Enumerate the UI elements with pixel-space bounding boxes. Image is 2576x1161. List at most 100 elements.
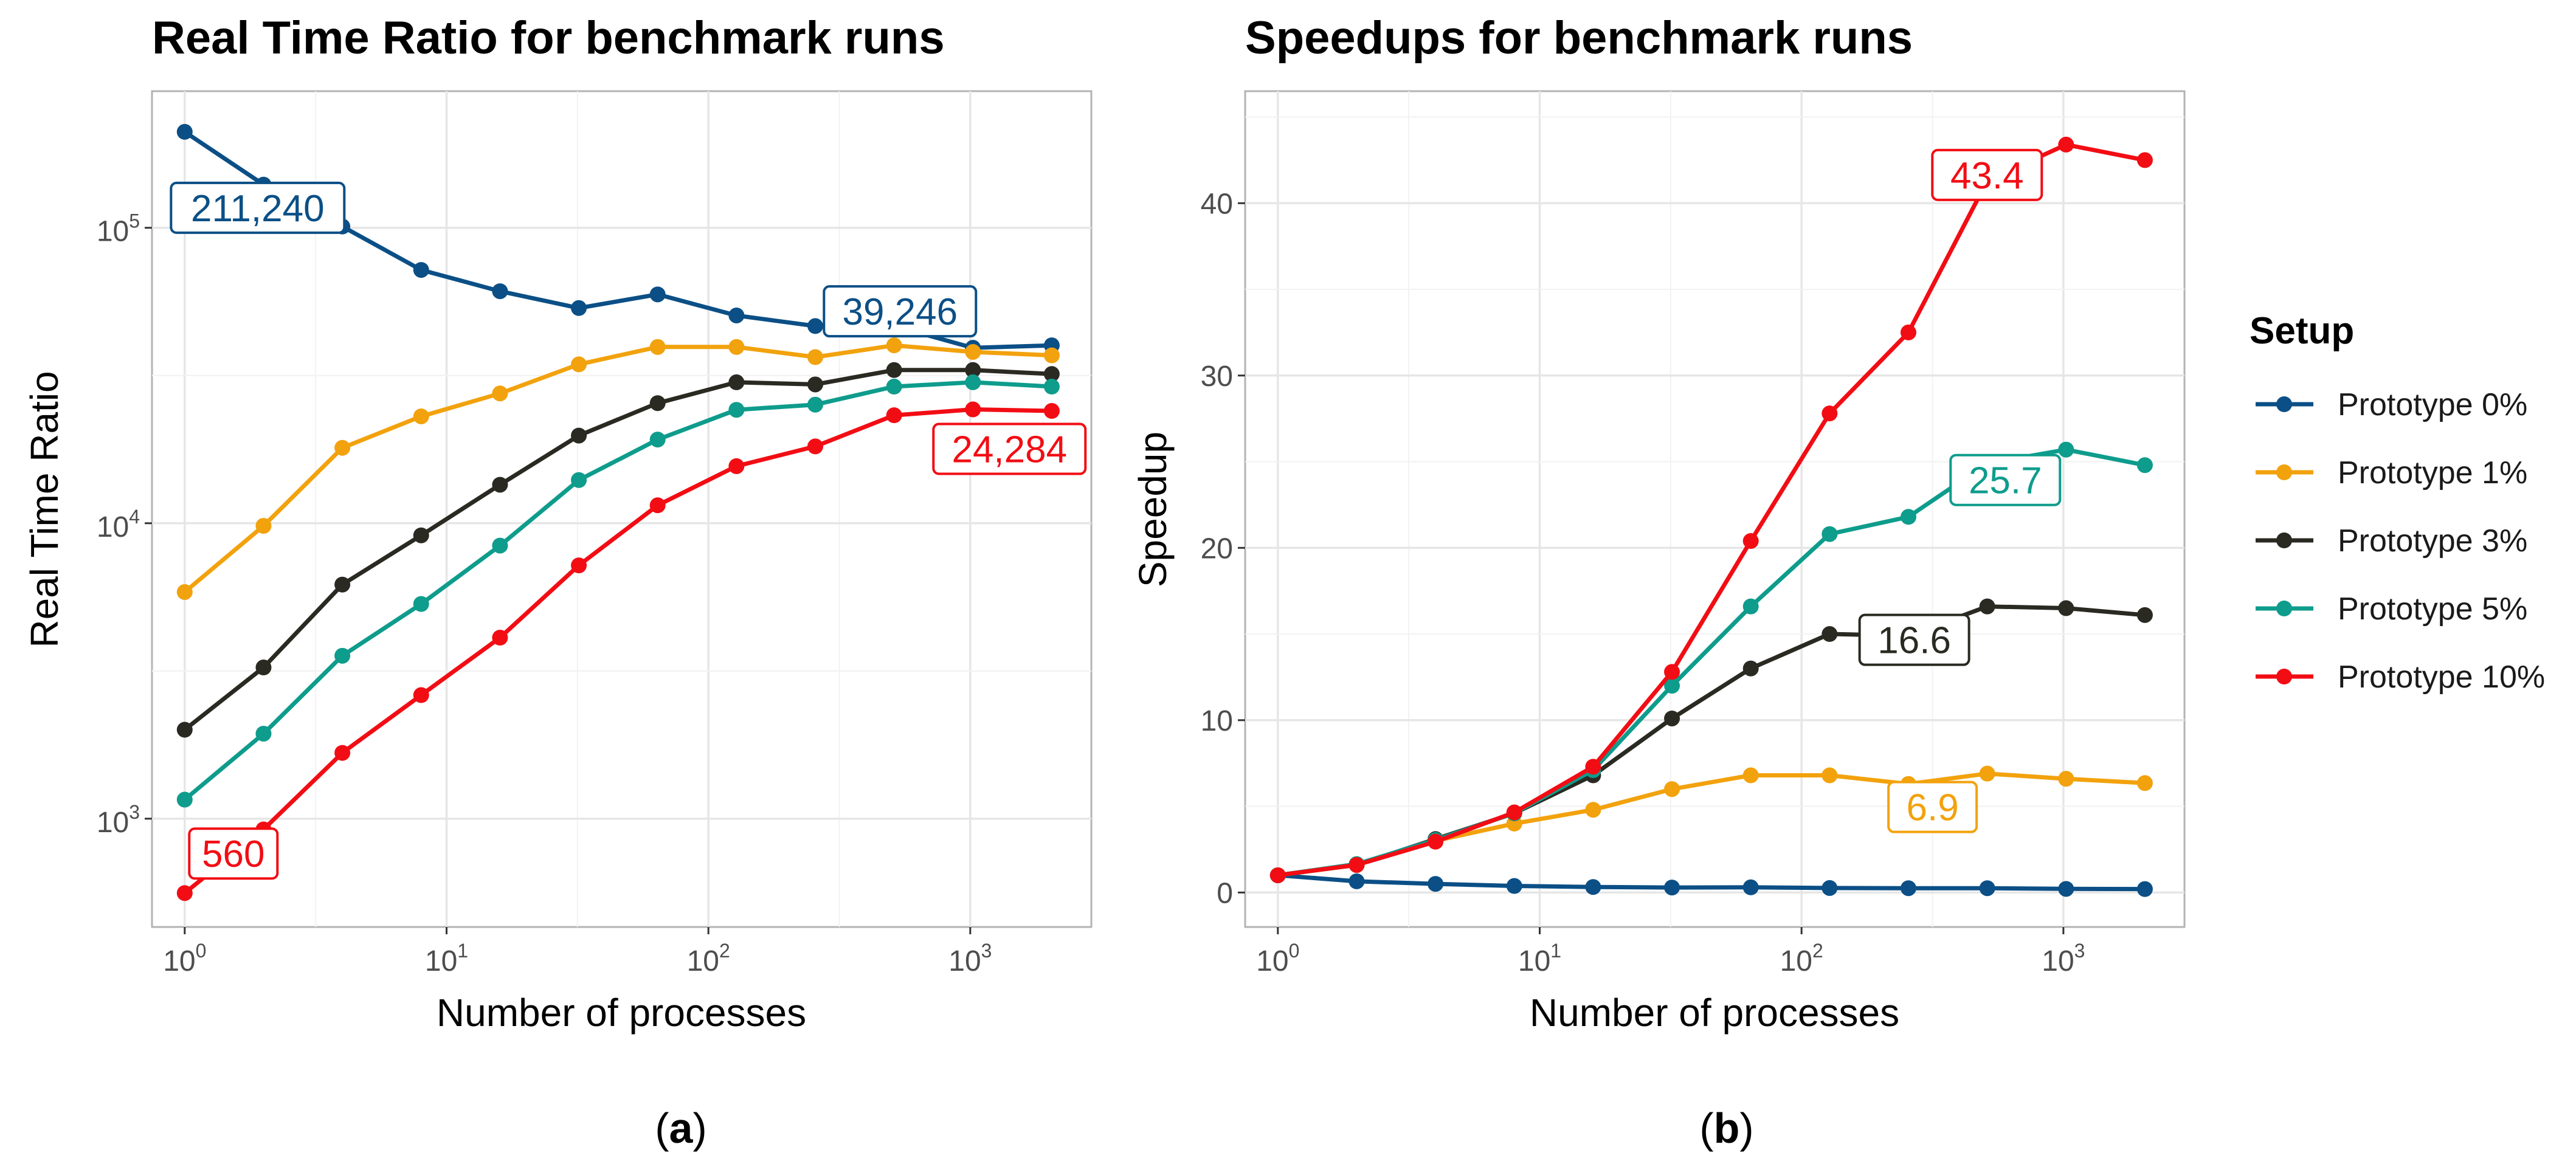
data-point xyxy=(1742,660,1759,677)
data-point xyxy=(492,385,508,402)
data-point xyxy=(649,339,666,355)
data-point xyxy=(1428,833,1444,850)
data-point xyxy=(649,286,666,303)
data-point xyxy=(807,376,823,393)
data-point xyxy=(2136,775,2153,791)
y-tick-label: 20 xyxy=(1201,532,1233,565)
x-tick-exponent: 3 xyxy=(2074,940,2085,962)
y-tick-label: 0 xyxy=(1217,877,1233,909)
data-point xyxy=(413,596,429,612)
data-point xyxy=(728,374,745,390)
data-point xyxy=(2136,881,2153,897)
data-point xyxy=(1664,710,1680,726)
series-line-prototype-1pct xyxy=(183,343,1052,594)
legend-key-point xyxy=(2276,669,2292,684)
data-point xyxy=(1585,879,1601,895)
panel-a-annotations: 211,240 39,246 24,284 560 xyxy=(170,181,1087,880)
data-point xyxy=(965,362,981,378)
series-prototype-5pct xyxy=(176,374,1060,808)
x-tick-label: 102 xyxy=(1780,940,1823,977)
data-point xyxy=(1664,664,1680,680)
data-point xyxy=(1822,405,1838,422)
data-point xyxy=(1900,324,1916,340)
value-annotation: 39,246 xyxy=(823,285,978,338)
annotation-label: 24,284 xyxy=(951,429,1067,471)
data-point xyxy=(176,584,193,600)
annotation-label: 6.9 xyxy=(1907,787,1959,829)
annotation-box xyxy=(1858,613,1970,666)
value-annotation: 6.9 xyxy=(1887,780,1978,833)
data-point xyxy=(1664,781,1680,798)
y-tick-exponent: 5 xyxy=(129,210,140,232)
y-tick-base: 10 xyxy=(97,216,129,248)
data-point xyxy=(1506,804,1522,821)
legend-key-point xyxy=(2276,396,2292,412)
data-point xyxy=(886,407,902,424)
y-tick-exponent: 3 xyxy=(129,801,140,823)
panel-a-caption-letter: a xyxy=(669,1104,694,1152)
data-point xyxy=(2136,152,2153,168)
data-point xyxy=(176,722,193,738)
data-point xyxy=(176,123,193,140)
y-tick-label: 30 xyxy=(1201,360,1233,393)
data-point xyxy=(2058,771,2074,787)
data-point xyxy=(571,557,587,574)
panel-a-x-ticks: 100 101 102 103 xyxy=(163,927,992,977)
x-tick-exponent: 3 xyxy=(981,940,992,962)
data-point xyxy=(334,576,351,593)
data-point xyxy=(413,408,429,424)
annotation-label: 39,246 xyxy=(842,291,958,333)
legend-items: Prototype 0% Prototype 1% Prototype 3% Prot… xyxy=(2256,387,2545,695)
data-point xyxy=(492,630,508,646)
data-point xyxy=(1043,347,1060,363)
data-point xyxy=(334,745,351,761)
annotation-label: 25.7 xyxy=(1969,460,2042,502)
data-point xyxy=(1742,532,1759,549)
annotation-label: 43.4 xyxy=(1950,155,2024,197)
data-point xyxy=(728,458,745,474)
data-point xyxy=(886,379,902,395)
panel-b-x-ticks: 100 101 102 103 xyxy=(1256,927,2085,977)
data-point xyxy=(886,362,902,378)
data-point xyxy=(1742,598,1759,615)
x-tick-exponent: 2 xyxy=(719,940,730,962)
data-point xyxy=(1664,880,1680,896)
data-point xyxy=(176,885,193,901)
annotation-box xyxy=(170,181,346,234)
panel-a-real-time-ratio: Real Time Ratio for benchmark runs 211,2… xyxy=(22,12,1093,1152)
series-line-prototype-10pct xyxy=(183,407,1052,895)
data-point xyxy=(649,497,666,514)
annotation-box xyxy=(1887,780,1978,833)
panel-b-y-ticks: 0 10 20 30 40 xyxy=(1201,188,1245,909)
x-tick-label: 103 xyxy=(948,940,992,977)
data-point xyxy=(413,262,429,278)
data-point xyxy=(2136,607,2153,623)
legend-label: Prototype 1% xyxy=(2338,455,2527,491)
data-point xyxy=(728,307,745,323)
data-point xyxy=(334,647,351,664)
legend-label: Prototype 0% xyxy=(2338,387,2527,422)
data-point xyxy=(965,343,981,360)
panel-b-y-axis-label: Speedup xyxy=(1131,432,1175,587)
legend-item-prototype-10pct: Prototype 10% xyxy=(2256,660,2545,695)
series-line-prototype-3pct xyxy=(183,368,1052,732)
data-point xyxy=(1742,767,1759,784)
panel-b-speedup: Speedups for benchmark runs 43.4 25.7 16.6… xyxy=(1131,12,2186,1152)
x-tick-base: 10 xyxy=(687,945,719,977)
panel-b-title: Speedups for benchmark runs xyxy=(1245,12,1913,64)
legend-item-prototype-3pct: Prototype 3% xyxy=(2256,523,2527,559)
x-tick-label: 101 xyxy=(425,940,468,977)
panel-b-plot-area xyxy=(1244,90,2186,928)
panel-b-x-axis-label: Number of processes xyxy=(1530,991,1899,1035)
x-tick-base: 10 xyxy=(1256,945,1288,977)
data-point xyxy=(492,477,508,493)
data-point xyxy=(1428,876,1444,892)
data-point xyxy=(649,432,666,448)
annotation-label: 211,240 xyxy=(191,188,325,230)
legend-key-point xyxy=(2276,601,2292,616)
data-point xyxy=(807,438,823,455)
data-point xyxy=(1822,767,1838,784)
x-tick-exponent: 2 xyxy=(1812,940,1823,962)
